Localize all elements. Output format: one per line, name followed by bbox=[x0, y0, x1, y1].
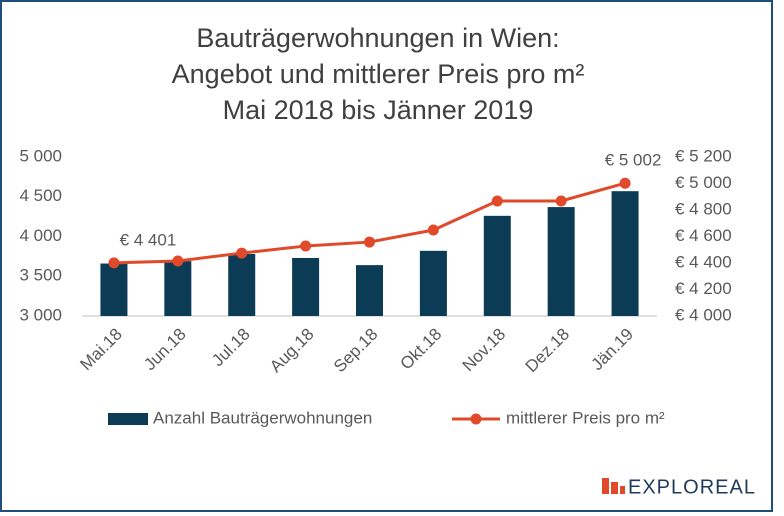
bar bbox=[100, 263, 128, 316]
bar bbox=[611, 191, 639, 316]
legend-label: mittlerer Preis pro m² bbox=[506, 408, 665, 427]
logo-icon bbox=[602, 478, 609, 494]
point bbox=[427, 224, 439, 236]
bar bbox=[292, 257, 320, 316]
y-tick-label: 4 500 bbox=[19, 186, 62, 205]
y-tick-label: 5 000 bbox=[19, 146, 62, 165]
legend-swatch bbox=[470, 413, 482, 425]
y-tick-label: 3 000 bbox=[19, 305, 62, 324]
y-tick-label: 3 500 bbox=[19, 266, 62, 285]
logo-text: EXPLOREAL bbox=[628, 476, 756, 498]
frame bbox=[0, 0, 773, 512]
y2-tick-label: € 5 200 bbox=[675, 146, 732, 165]
logo-icon bbox=[620, 486, 625, 494]
chart-title: Mai 2018 bis Jänner 2019 bbox=[223, 95, 534, 125]
point bbox=[172, 255, 184, 267]
bar bbox=[356, 265, 383, 316]
legend-label: Anzahl Bauträgerwohnungen bbox=[153, 408, 372, 427]
point bbox=[236, 247, 248, 259]
point bbox=[619, 177, 631, 189]
y2-tick-label: € 4 400 bbox=[675, 252, 732, 271]
y2-tick-label: € 4 800 bbox=[675, 199, 732, 218]
legend-swatch bbox=[108, 413, 148, 425]
logo-icon bbox=[611, 482, 618, 494]
y2-tick-label: € 5 000 bbox=[675, 173, 732, 192]
point bbox=[364, 236, 375, 248]
data-label: € 5 002 bbox=[605, 151, 662, 170]
point bbox=[108, 257, 120, 269]
bar bbox=[483, 215, 511, 316]
bar bbox=[228, 253, 256, 316]
point bbox=[491, 195, 503, 207]
y-tick-label: 4 000 bbox=[19, 226, 62, 245]
chart-title: Bauträgerwohnungen in Wien: bbox=[196, 23, 559, 53]
bar bbox=[547, 207, 575, 316]
logo: EXPLOREAL bbox=[602, 476, 756, 498]
bar bbox=[419, 250, 447, 316]
data-label: € 4 401 bbox=[120, 230, 177, 249]
point bbox=[300, 240, 312, 252]
y2-tick-label: € 4 200 bbox=[675, 279, 732, 298]
point bbox=[555, 195, 567, 207]
y2-tick-label: € 4 000 bbox=[675, 305, 732, 324]
bar bbox=[164, 261, 192, 316]
y2-tick-label: € 4 600 bbox=[675, 226, 732, 245]
chart-title: Angebot und mittlerer Preis pro m² bbox=[172, 59, 585, 89]
